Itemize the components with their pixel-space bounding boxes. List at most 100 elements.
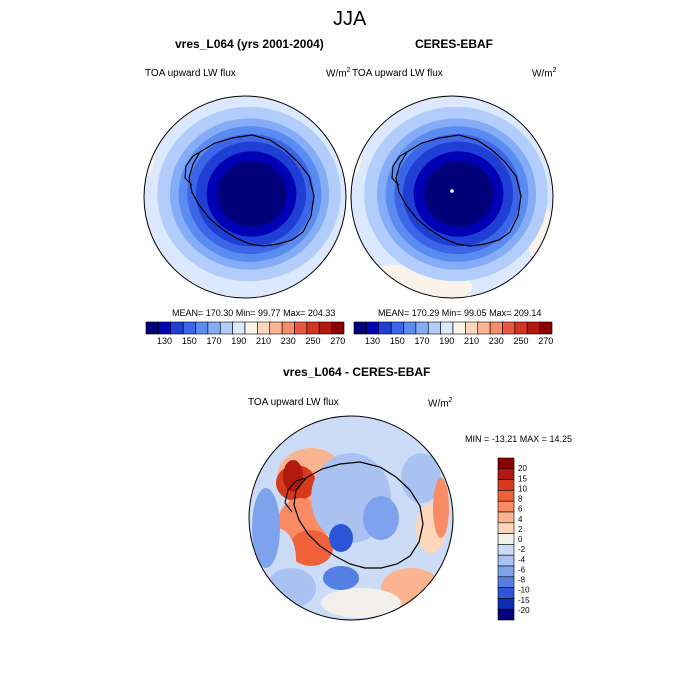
colorbar-swatch	[195, 321, 209, 335]
colorbar-tick-label: 2	[518, 525, 523, 534]
panel2-pole-dot	[450, 189, 454, 193]
colorbar-swatch	[281, 321, 295, 335]
diff-anomaly-patch	[289, 530, 333, 566]
colorbar-swatch	[306, 321, 320, 335]
panel2-units-text: W/m	[532, 68, 553, 80]
colorbar-swatch	[182, 321, 196, 335]
colorbar-swatch	[415, 321, 429, 335]
colorbar-swatch	[244, 321, 258, 335]
colorbar-swatch	[353, 321, 367, 335]
panel1-peninsula	[184, 151, 201, 186]
colorbar-tick-label: 130	[365, 336, 380, 346]
panel3-units-exp: 2	[448, 397, 453, 404]
panel1-stats: MEAN= 170.30 Min= 99.77 Max= 204.33	[172, 308, 336, 318]
panel2-colorbar: 130 150 170 190 210 230 250 270	[353, 321, 553, 346]
panel2-units: W/m2	[532, 67, 556, 79]
panel1-coastline	[188, 134, 315, 247]
panel1-units: W/m2	[326, 67, 350, 79]
colorbar-tick-label: 15	[518, 474, 527, 483]
colorbar-swatch	[497, 554, 515, 567]
diff-anomaly-patch	[329, 524, 353, 552]
panel3-field	[249, 416, 453, 620]
colorbar-tick-label: 0	[518, 535, 523, 544]
panel3-variable-label: TOA upward LW flux	[248, 397, 339, 408]
colorbar-tick-label: 230	[281, 336, 296, 346]
panel3-coastline	[293, 461, 424, 569]
colorbar-tick-label: 170	[415, 336, 430, 346]
panel2-title: CERES-EBAF	[415, 37, 494, 51]
colorbar-swatch	[497, 457, 515, 470]
colorbar-tick-label: 150	[182, 336, 197, 346]
colorbar-swatch	[465, 321, 479, 335]
colorbar-swatch	[497, 587, 515, 599]
panel2-field	[351, 96, 553, 298]
colorbar-tick-label: -10	[518, 586, 530, 595]
colorbar-swatch	[158, 321, 172, 335]
colorbar-swatch	[497, 533, 515, 545]
colorbar-swatch	[427, 321, 441, 335]
colorbar-tick-label: -8	[518, 576, 526, 585]
colorbar-swatch	[269, 321, 283, 335]
panel1-colorbar: 130 150 170 190 210 230 250 270	[145, 321, 345, 346]
diff-anomaly-patch	[323, 566, 359, 590]
panel2-variable-label: TOA upward LW flux	[352, 68, 443, 79]
colorbar-swatch	[497, 490, 515, 502]
panel3-peninsula	[284, 477, 307, 513]
colorbar-swatch	[378, 321, 392, 335]
panel2-units-exp: 2	[552, 67, 557, 74]
diff-anomaly-patch	[363, 496, 399, 540]
colorbar-tick-label: 20	[518, 464, 527, 473]
page-title: JJA	[333, 8, 367, 30]
colorbar-swatch	[497, 468, 515, 480]
colorbar-tick-label: 210	[464, 336, 479, 346]
colorbar-tick-label: -4	[518, 555, 526, 564]
colorbar-swatch	[489, 321, 503, 335]
field-warm-patch	[144, 127, 155, 177]
colorbar-swatch	[539, 321, 553, 335]
colorbar-swatch	[390, 321, 404, 335]
panel3-units: W/m2	[428, 397, 452, 409]
colorbar-tick-label: 210	[256, 336, 271, 346]
colorbar-tick-label: 6	[518, 505, 523, 514]
colorbar-swatch	[497, 511, 515, 524]
colorbar-tick-label: 130	[157, 336, 172, 346]
colorbar-tick-label: -15	[518, 596, 530, 605]
colorbar-tick-label: 8	[518, 495, 523, 504]
colorbar-tick-label: 250	[306, 336, 321, 346]
panel3-map-border	[248, 415, 454, 621]
colorbar-swatch	[331, 321, 345, 335]
panel2-coastline	[395, 134, 522, 247]
colorbar-tick-label: -2	[518, 545, 526, 554]
colorbar-swatch	[440, 321, 454, 335]
panel1-units-exp: 2	[346, 67, 351, 74]
field-contour	[424, 161, 494, 227]
diff-anomaly-patch	[266, 568, 316, 608]
colorbar-tick-label: 250	[514, 336, 529, 346]
diff-anomaly-patch	[252, 488, 280, 568]
colorbar-tick-label: -20	[518, 606, 530, 615]
diff-anomaly-patch	[283, 460, 303, 492]
diff-anomaly-patch	[331, 420, 431, 456]
panel3-title: vres_L064 - CERES-EBAF	[283, 365, 431, 379]
panel2-map-border	[350, 95, 554, 299]
colorbar-tick-label: 190	[231, 336, 246, 346]
panel1-map-border	[143, 95, 347, 299]
panel2-peninsula	[391, 151, 408, 186]
panel1-map	[144, 96, 346, 298]
colorbar-swatch	[257, 321, 271, 335]
colorbar-tick-label: 170	[207, 336, 222, 346]
colorbar-swatch	[497, 565, 515, 578]
colorbar-swatch	[207, 321, 221, 335]
panel2-map	[351, 96, 553, 298]
panel3-map	[249, 416, 453, 620]
colorbar-swatch	[497, 598, 515, 610]
colorbar-swatch	[497, 479, 515, 491]
colorbar-swatch	[219, 321, 233, 335]
panel3-stats: MIN = -13.21 MAX = 14.25	[465, 434, 573, 444]
colorbar-tick-label: 270	[330, 336, 345, 346]
colorbar-swatch	[497, 544, 515, 556]
colorbar-tick-label: 190	[439, 336, 454, 346]
diff-anomaly-patch	[321, 588, 401, 618]
